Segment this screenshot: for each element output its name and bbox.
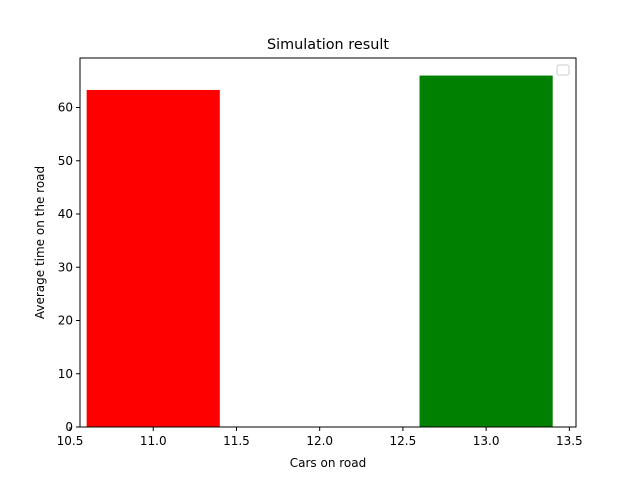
y-tick-label: 20 [58, 314, 73, 328]
x-axis-ticks: 10.5 11.0 11.5 12.0 12.5 13.0 13.5 [57, 427, 583, 448]
y-tick-label: 60 [58, 101, 73, 115]
x-tick-label: 10.5 [57, 434, 84, 448]
x-tick-label: 13.5 [556, 434, 583, 448]
y-tick-label: 50 [58, 154, 73, 168]
x-axis-label: Cars on road [290, 456, 366, 470]
y-tick-label: 0 [65, 420, 73, 434]
legend-box [556, 64, 570, 76]
y-axis-label: Average time on the road [33, 166, 47, 319]
y-tick-label: 40 [58, 207, 73, 221]
bar-0 [86, 89, 220, 427]
chart-title: Simulation result [267, 37, 389, 53]
plot-frame [79, 57, 577, 428]
x-tick-label: 13.0 [473, 434, 500, 448]
x-tick-label: 12.0 [306, 434, 333, 448]
y-tick-label: 30 [58, 260, 73, 274]
y-axis-ticks: 0 10 20 30 40 50 60 [58, 101, 80, 434]
x-tick-label: 12.5 [390, 434, 417, 448]
y-tick-label: 10 [58, 367, 73, 381]
x-tick-label: 11.5 [223, 434, 250, 448]
x-tick-label: 11.0 [140, 434, 167, 448]
bars-layer [86, 75, 553, 428]
bar-1 [419, 75, 553, 428]
